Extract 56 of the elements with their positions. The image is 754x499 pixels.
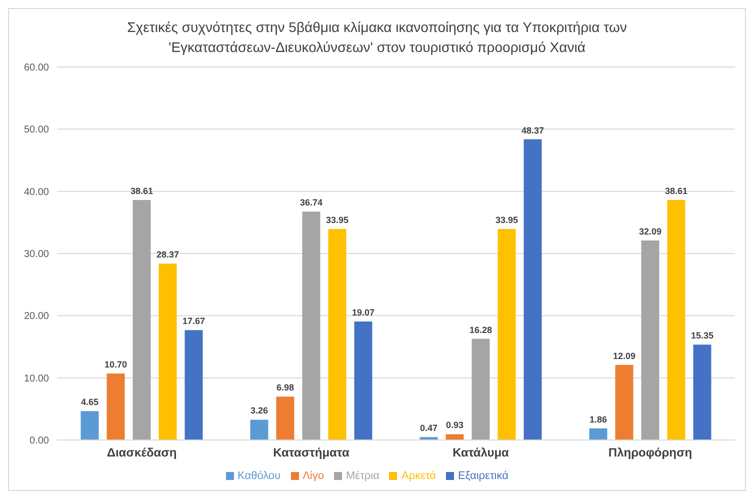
bar (106, 373, 125, 440)
bar (446, 434, 464, 440)
bar (693, 344, 712, 440)
bar (158, 264, 177, 440)
legend-label: Αρκετά (401, 470, 436, 482)
chart-title: Σχετικές συχνότητες στην 5βάθμια κλίμακα ικανοποίησης για τα Υποκριτήρια των 'Εγκαταστάσεων-Διευκολύνσεων' στον τουριστικό προορισμό Χανιά (126, 18, 628, 57)
bar (524, 139, 542, 440)
data-label: 0.93 (446, 420, 464, 430)
bar (132, 200, 151, 440)
bar (354, 321, 372, 440)
bar (641, 240, 660, 440)
legend-label: Λίγο (302, 470, 324, 482)
y-tick-label: 10.00 (24, 373, 50, 384)
bar (184, 330, 203, 440)
data-label: 4.65 (80, 397, 98, 408)
data-label: 33.95 (326, 214, 348, 225)
x-tick-label: Κατάλυμα (452, 446, 510, 460)
y-tick-label: 30.00 (24, 249, 50, 260)
data-label: 48.37 (521, 125, 544, 136)
x-tick-label: Πληροφόρηση (608, 446, 692, 460)
data-label: 38.61 (664, 186, 688, 196)
y-tick-label: 20.00 (24, 311, 50, 322)
data-label: 16.28 (469, 324, 492, 335)
data-label: 6.98 (276, 382, 294, 393)
bar (250, 420, 268, 440)
bar (80, 411, 99, 440)
data-label: 19.07 (352, 307, 374, 318)
data-label: 1.86 (589, 414, 607, 424)
legend-label: Μέτρια (346, 470, 380, 482)
data-label: 3.26 (250, 406, 268, 416)
legend-label: Καθόλου (238, 470, 281, 482)
legend-label: Εξαιρετικά (458, 470, 508, 482)
bar (589, 428, 608, 440)
data-label: 17.67 (182, 316, 205, 326)
data-label: 32.09 (638, 226, 662, 237)
bar (615, 364, 634, 440)
y-tick-label: 60.00 (24, 62, 50, 74)
bar (472, 338, 490, 440)
x-tick-label: Καταστήματα (273, 446, 350, 460)
data-label: 10.70 (104, 359, 127, 370)
data-label: 15.35 (690, 330, 714, 341)
y-tick-label: 50.00 (24, 124, 50, 136)
data-label: 33.95 (495, 214, 518, 225)
bar (276, 396, 294, 440)
data-label: 12.09 (612, 350, 636, 361)
x-tick-label: Διασκέδαση (106, 446, 177, 460)
y-tick-label: 40.00 (24, 186, 50, 198)
data-label: 38.61 (130, 186, 153, 196)
bar (498, 228, 516, 440)
data-label: 36.74 (300, 198, 322, 208)
y-tick-label: 0.00 (30, 436, 50, 447)
data-label: 28.37 (156, 250, 179, 260)
bar (328, 228, 346, 440)
bar (667, 200, 686, 440)
data-label: 0.47 (420, 423, 438, 434)
bar (302, 212, 320, 440)
